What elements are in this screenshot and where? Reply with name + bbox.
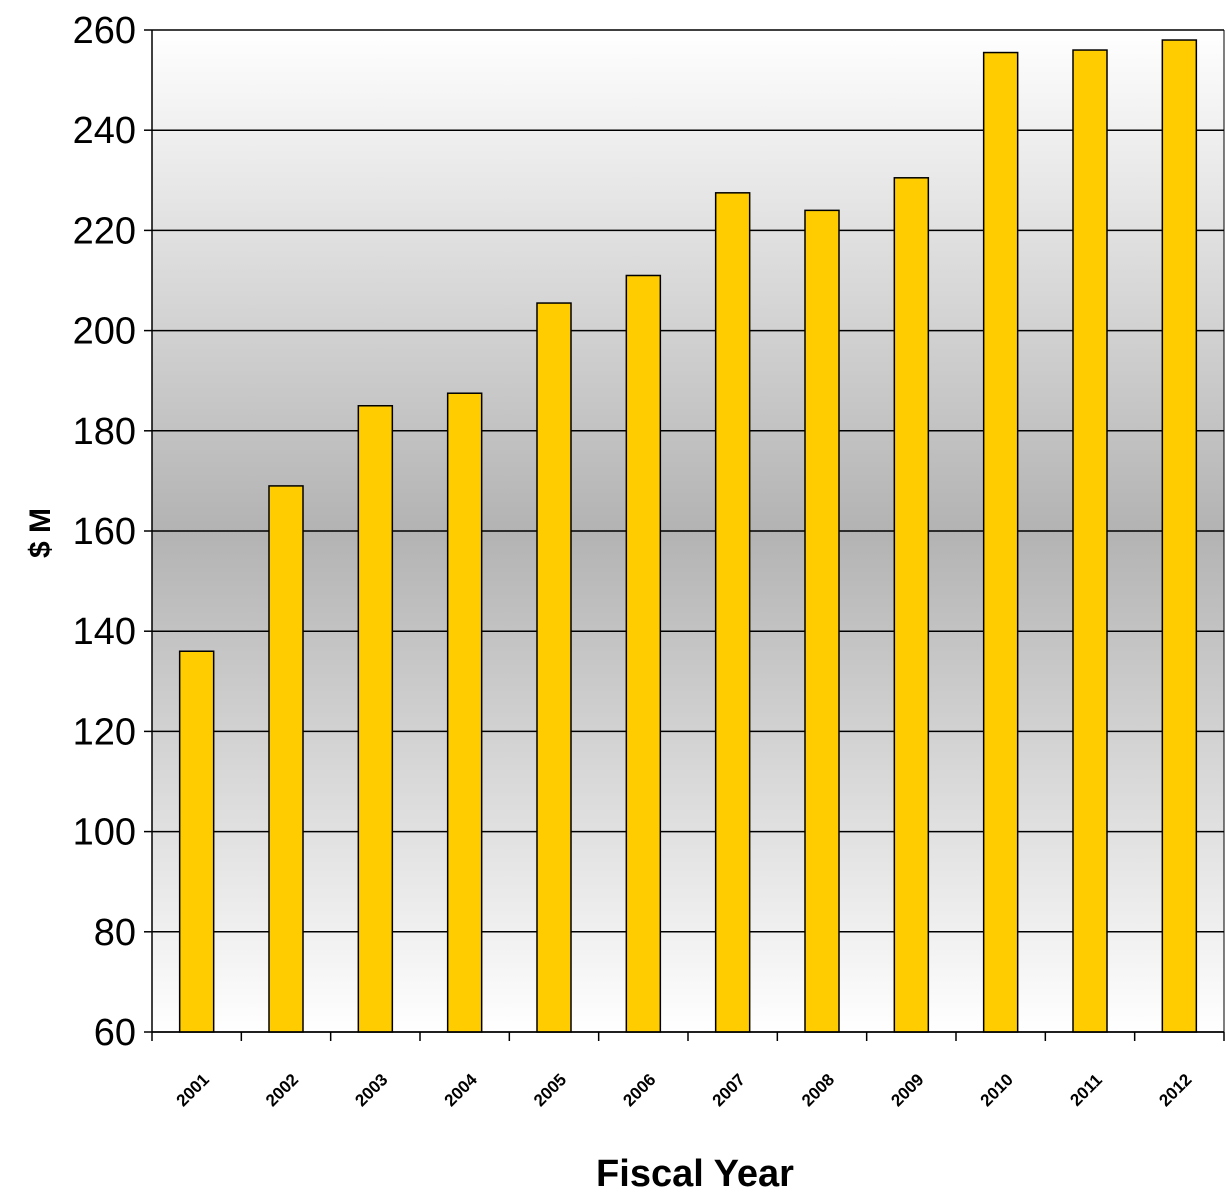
axes [151,30,1225,1041]
bar-2008 [804,209,840,1033]
x-tick-label: 2012 [1155,1070,1195,1110]
y-tick-label: 260 [73,10,136,52]
bar-2004 [446,392,483,1033]
bar-2009 [893,177,930,1033]
bar-2001 [178,650,215,1033]
bar-2010 [982,51,1019,1033]
y-tick-label: 60 [94,1012,136,1054]
y-tick-label: 140 [73,611,136,653]
x-tick-label: 2007 [709,1070,749,1110]
bar-2012 [1161,39,1198,1033]
x-tick-label: 2010 [977,1070,1017,1110]
bar-2006 [625,274,662,1033]
y-tick-label: 80 [94,912,136,954]
y-tick-label: 220 [73,210,136,252]
x-tick-label: 2003 [351,1070,391,1110]
bar-2005 [536,302,572,1033]
y-tick-label: 180 [73,411,136,453]
y-tick-label: 120 [73,711,136,753]
x-tick-label: 2001 [173,1070,213,1110]
y-tick-label: 200 [73,311,136,353]
x-tick-label: 2002 [262,1070,302,1110]
bar-2002 [268,485,304,1033]
bar-2011 [1072,49,1108,1033]
y-tick-label: 240 [73,110,136,152]
y-tick-labels: 60 80 100 120 140 160 180 200 220 240 260 [73,10,136,1054]
x-tick-label: 2008 [798,1070,838,1110]
x-tick-labels: 2001 2002 2003 2004 2005 2006 2007 2008 2009 2010… [173,1070,1196,1111]
x-tick-label: 2011 [1066,1070,1106,1110]
x-tick-label: 2006 [619,1070,659,1110]
x-tick-label: 2009 [887,1070,927,1110]
y-tick-label: 160 [73,511,136,553]
x-tick-label: 2005 [530,1070,570,1110]
y-axis-title: $ M [24,508,57,558]
gridlines [144,29,1224,1033]
bars [178,39,1198,1033]
x-axis-title: Fiscal Year [596,1153,794,1195]
x-tick-label: 2004 [441,1070,482,1111]
y-tick-label: 100 [73,812,136,854]
bar-2003 [357,405,394,1033]
bar-2007 [714,192,751,1033]
